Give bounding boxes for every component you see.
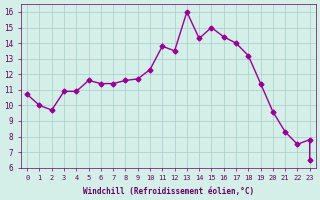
X-axis label: Windchill (Refroidissement éolien,°C): Windchill (Refroidissement éolien,°C) [83,187,254,196]
